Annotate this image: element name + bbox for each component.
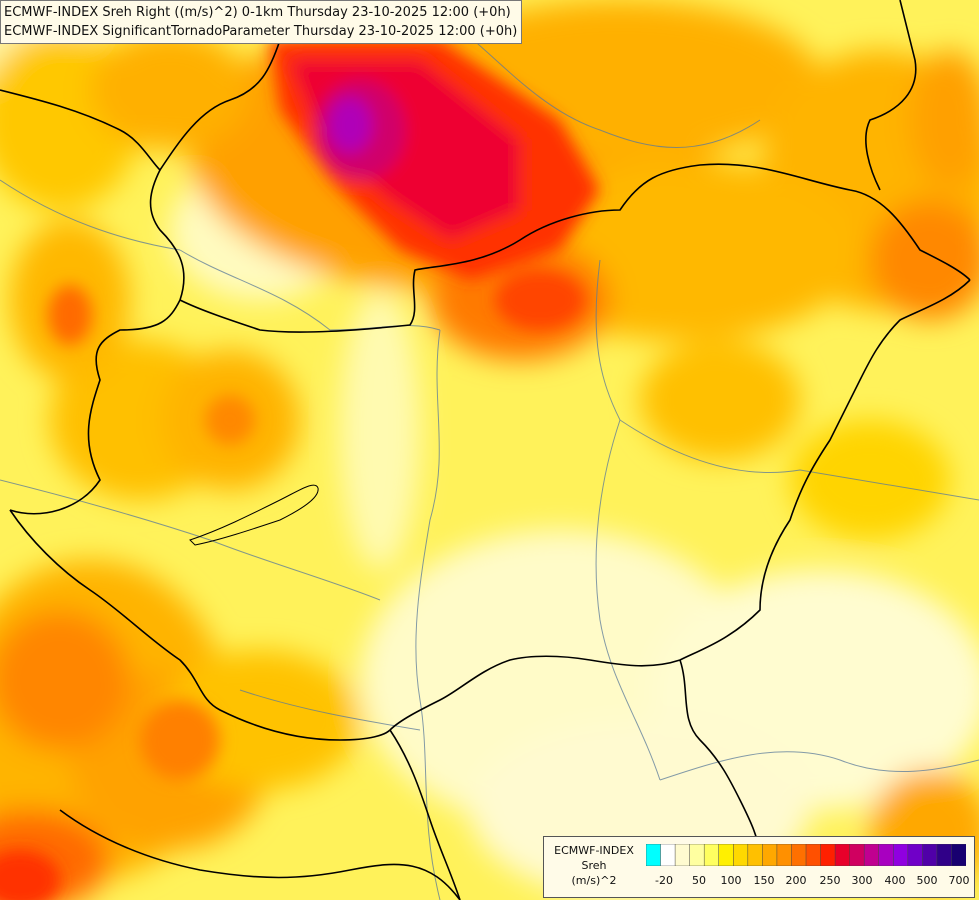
legend-swatch (878, 844, 895, 866)
legend-swatch (762, 844, 778, 866)
legend-title-unit: (m/s)^2 (571, 874, 617, 887)
legend-swatch (776, 844, 793, 866)
legend-tick-label: 150 (753, 874, 775, 887)
legend-tick-label: 250 (819, 874, 841, 887)
legend-swatch (834, 844, 851, 866)
legend-swatch (863, 844, 880, 866)
legend-swatch (893, 844, 909, 866)
legend-tick-label: 100 (720, 874, 742, 887)
legend-tick-label: 500 (916, 874, 938, 887)
legend-title: ECMWF-INDEX Sreh (m/s)^2 (546, 843, 642, 888)
legend-swatch (791, 844, 807, 866)
legend-tick-label: 50 (692, 874, 706, 887)
map-title-line-2: ECMWF-INDEX SignificantTornadoParameter … (4, 24, 518, 39)
legend-swatch (703, 844, 720, 866)
legend-swatch (805, 844, 822, 866)
map-title-box: ECMWF-INDEX Sreh Right ((m/s)^2) 0-1km T… (0, 0, 523, 44)
color-legend: ECMWF-INDEX Sreh (m/s)^2 -20 50 100 150 200 2… (543, 836, 975, 898)
rivers (0, 19, 979, 900)
legend-swatch (922, 844, 938, 866)
legend-swatch (936, 844, 953, 866)
legend-swatch (689, 844, 705, 866)
legend-swatch (660, 844, 676, 866)
legend-tick-label: 700 (948, 874, 970, 887)
legend-tick-label: 300 (851, 874, 873, 887)
legend-swatch (674, 844, 691, 866)
legend-color-bar (646, 844, 966, 866)
legend-tick-label: -20 (655, 874, 673, 887)
lake-outline (189, 484, 319, 546)
legend-swatch (747, 844, 764, 866)
legend-swatch (951, 844, 966, 866)
legend-swatch (849, 844, 865, 866)
legend-tick-label: 400 (884, 874, 906, 887)
legend-tick-label: 200 (785, 874, 807, 887)
legend-swatch (907, 844, 924, 866)
legend-swatch (646, 844, 662, 866)
legend-title-parameter: Sreh (581, 859, 607, 872)
legend-ticks: -20 50 100 150 200 250 300 400 500 700 (646, 874, 969, 890)
map-title-line-1: ECMWF-INDEX Sreh Right ((m/s)^2) 0-1km T… (4, 5, 511, 20)
legend-swatch (718, 844, 735, 866)
legend-title-source: ECMWF-INDEX (554, 844, 634, 857)
legend-swatch (820, 844, 836, 866)
legend-swatch (733, 844, 749, 866)
field-core (0, 40, 600, 900)
